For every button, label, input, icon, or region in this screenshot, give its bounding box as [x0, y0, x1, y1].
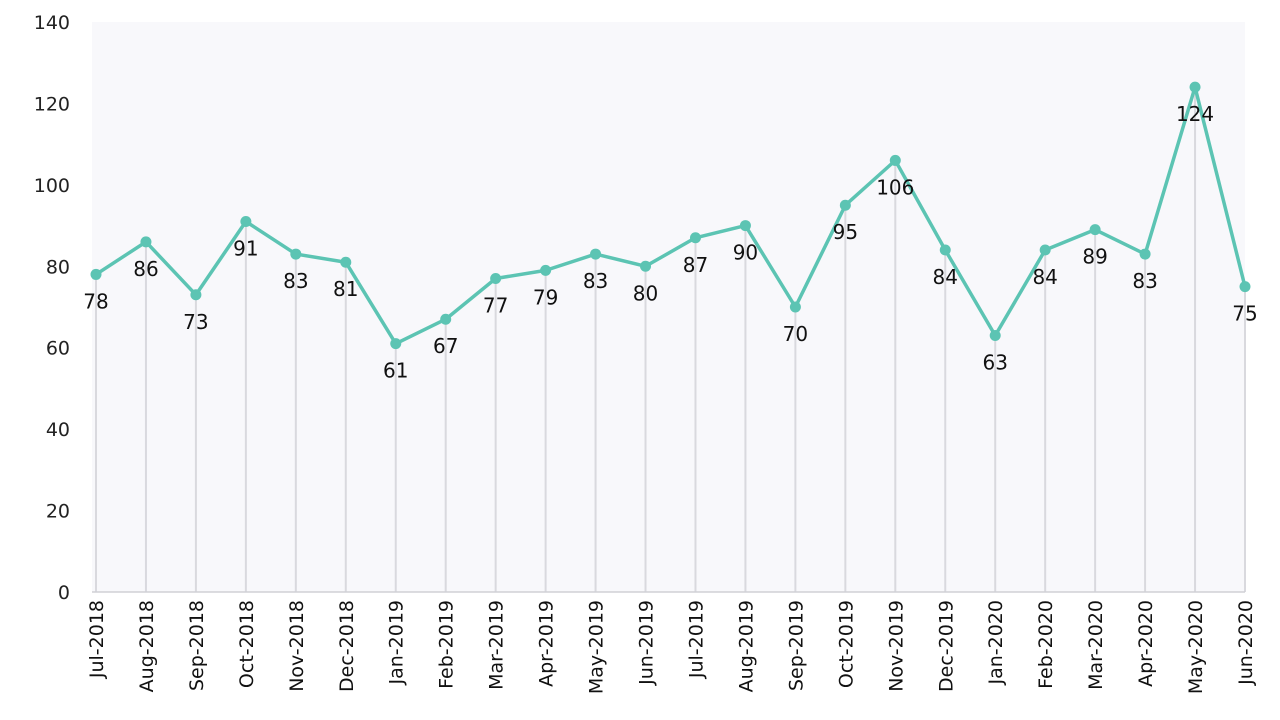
- data-point: [689, 232, 701, 244]
- x-tick-label: Mar-2019: [486, 600, 508, 690]
- x-tick-label: Dec-2019: [935, 600, 957, 692]
- data-point: [1189, 81, 1201, 93]
- data-label: 75: [1232, 302, 1257, 326]
- data-point: [1039, 244, 1051, 256]
- data-label: 61: [383, 359, 408, 383]
- data-point: [1139, 248, 1151, 260]
- x-tick-label: Aug-2018: [136, 600, 158, 692]
- data-point: [889, 154, 901, 166]
- x-tick-label: May-2019: [586, 600, 608, 694]
- data-point: [1089, 224, 1101, 236]
- data-point: [839, 199, 851, 211]
- data-label: 79: [533, 285, 558, 309]
- x-tick-label: Nov-2018: [286, 600, 308, 692]
- x-tick-label: Aug-2019: [735, 600, 757, 692]
- y-tick-label: 100: [34, 175, 70, 197]
- data-label: 91: [233, 237, 258, 261]
- data-label: 124: [1176, 102, 1214, 126]
- data-point: [240, 216, 252, 227]
- x-tick-label: Feb-2019: [436, 600, 458, 689]
- y-tick-label: 0: [58, 582, 70, 604]
- x-tick-label: Sep-2018: [186, 600, 208, 691]
- data-label: 80: [633, 281, 658, 305]
- data-point: [590, 248, 602, 260]
- x-tick-label: Jan-2019: [386, 600, 408, 686]
- data-label: 83: [583, 269, 608, 293]
- data-point: [789, 301, 801, 313]
- y-tick-label: 60: [46, 338, 70, 360]
- data-label: 87: [683, 253, 708, 277]
- y-tick-label: 40: [46, 419, 70, 441]
- data-label: 63: [982, 351, 1007, 375]
- data-point: [490, 273, 502, 284]
- data-point: [1239, 281, 1251, 293]
- data-label: 83: [283, 269, 308, 293]
- x-tick-label: Sep-2019: [785, 600, 807, 691]
- data-label: 83: [1132, 269, 1157, 293]
- x-tick-label: Oct-2019: [835, 600, 857, 688]
- y-tick-label: 20: [46, 501, 70, 523]
- x-tick-label: Feb-2020: [1035, 600, 1057, 689]
- data-point: [390, 338, 402, 350]
- x-tick-label: Mar-2020: [1085, 600, 1107, 690]
- y-tick-label: 140: [34, 12, 70, 34]
- data-point: [540, 264, 552, 276]
- data-point: [939, 244, 951, 256]
- data-point: [340, 256, 352, 268]
- x-tick-label: Jun-2020: [1235, 600, 1257, 686]
- data-point: [739, 220, 751, 232]
- data-label: 84: [933, 265, 958, 289]
- x-tick-label: Jun-2019: [636, 600, 658, 686]
- data-label: 86: [133, 257, 158, 281]
- x-tick-label: Apr-2019: [536, 600, 558, 687]
- data-point: [140, 236, 152, 248]
- series-line: [95, 85, 1247, 346]
- data-label: 70: [783, 322, 808, 346]
- x-tick-label: Dec-2018: [336, 600, 358, 692]
- y-tick-label: 120: [34, 93, 70, 115]
- x-tick-label: Oct-2018: [236, 600, 258, 688]
- data-label: 78: [83, 289, 108, 313]
- data-label: 81: [333, 277, 358, 301]
- data-label: 77: [483, 294, 508, 318]
- data-point: [640, 260, 652, 272]
- data-point: [290, 248, 302, 260]
- data-label: 90: [733, 241, 758, 265]
- x-tick-label: Jan-2020: [985, 600, 1007, 686]
- x-tick-label: May-2020: [1185, 600, 1207, 694]
- data-label: 95: [833, 220, 858, 244]
- data-point: [190, 289, 202, 301]
- data-label: 67: [433, 334, 458, 358]
- data-point: [90, 268, 102, 280]
- data-label: 89: [1082, 245, 1107, 269]
- data-point: [440, 313, 452, 325]
- data-labels: 78 86 73 91 83 81 61 67 77 79 83 80 87 90 70 95 106 84 63 8…: [83, 102, 1257, 383]
- y-axis-ticks: 0 20 40 60 80 100 120 140: [34, 12, 70, 604]
- data-point: [989, 330, 1001, 341]
- data-label: 84: [1032, 265, 1057, 289]
- x-tick-label: Apr-2020: [1135, 600, 1157, 687]
- x-tick-label: Jul-2019: [685, 600, 707, 679]
- data-label: 106: [876, 175, 914, 199]
- y-tick-label: 80: [46, 256, 70, 278]
- x-tick-label: Jul-2018: [86, 600, 108, 679]
- data-label: 73: [183, 310, 208, 334]
- plot-background: [92, 22, 1245, 592]
- x-axis-ticks: Jul-2018 Aug-2018 Sep-2018 Oct-2018 Nov-2018…: [86, 600, 1257, 694]
- drop-lines: [95, 87, 1246, 592]
- data-points: [90, 81, 1251, 350]
- x-tick-label: Nov-2019: [885, 600, 907, 692]
